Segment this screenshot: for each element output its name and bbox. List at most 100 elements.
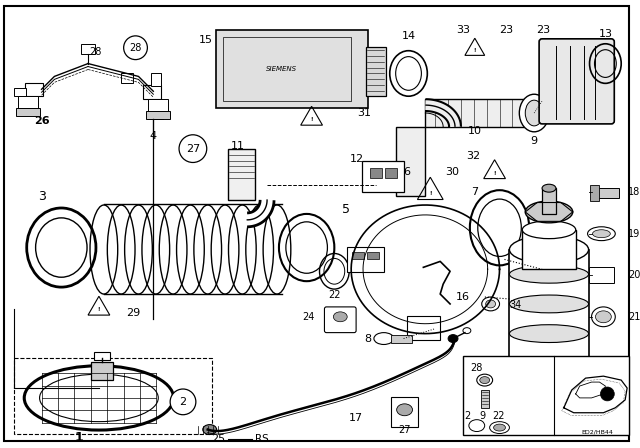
Text: 20: 20	[628, 270, 640, 280]
Ellipse shape	[509, 236, 589, 263]
Ellipse shape	[591, 307, 615, 327]
Text: 21: 21	[628, 312, 640, 322]
Text: 11: 11	[230, 141, 244, 151]
Bar	[481, 390, 489, 408]
Bar	[522, 230, 576, 269]
FancyBboxPatch shape	[406, 316, 440, 340]
Ellipse shape	[490, 422, 509, 434]
Ellipse shape	[397, 404, 413, 416]
Ellipse shape	[525, 100, 543, 126]
Ellipse shape	[522, 221, 576, 239]
Text: !: !	[98, 307, 100, 312]
Text: SIEMENS: SIEMENS	[266, 66, 298, 73]
Ellipse shape	[480, 377, 490, 383]
Text: 34: 34	[509, 300, 522, 310]
Text: 33: 33	[456, 25, 470, 35]
Text: 27: 27	[186, 144, 200, 154]
FancyBboxPatch shape	[391, 397, 419, 426]
Bar	[151, 73, 161, 86]
Text: 24: 24	[302, 312, 314, 322]
Bar	[509, 250, 589, 363]
Text: 7: 7	[471, 187, 478, 197]
Ellipse shape	[525, 201, 573, 223]
Text: 19: 19	[628, 228, 640, 239]
Text: 22: 22	[492, 411, 505, 421]
Ellipse shape	[482, 297, 500, 311]
Text: 17: 17	[349, 413, 363, 423]
Ellipse shape	[593, 230, 611, 237]
Text: !: !	[310, 117, 313, 122]
Text: RS: RS	[255, 435, 269, 444]
Text: 9: 9	[479, 411, 486, 421]
Bar	[147, 111, 170, 119]
Text: 29: 29	[127, 308, 141, 318]
Text: 12: 12	[350, 154, 364, 164]
Text: 8: 8	[364, 334, 371, 344]
FancyBboxPatch shape	[348, 246, 384, 272]
Bar	[94, 353, 110, 360]
Bar	[18, 96, 38, 108]
Text: !: !	[429, 191, 431, 196]
Text: 30: 30	[445, 168, 459, 177]
Ellipse shape	[469, 420, 484, 431]
Text: !: !	[474, 48, 476, 53]
Text: 10: 10	[468, 126, 482, 136]
Ellipse shape	[333, 312, 348, 322]
Text: 25: 25	[211, 435, 225, 444]
Ellipse shape	[509, 345, 589, 375]
Text: 27: 27	[398, 425, 411, 435]
Ellipse shape	[509, 295, 589, 313]
Text: 6: 6	[403, 168, 410, 177]
Bar	[14, 358, 212, 434]
FancyBboxPatch shape	[539, 39, 614, 124]
Ellipse shape	[493, 424, 506, 431]
Bar	[391, 335, 413, 343]
Bar	[591, 188, 620, 198]
Text: 15: 15	[198, 35, 212, 45]
Text: 23: 23	[500, 25, 514, 35]
FancyBboxPatch shape	[216, 30, 368, 108]
Bar	[542, 188, 556, 214]
FancyBboxPatch shape	[324, 307, 356, 332]
Text: 31: 31	[357, 108, 371, 118]
Text: 14: 14	[401, 31, 415, 41]
Circle shape	[170, 389, 196, 415]
Bar	[14, 88, 26, 96]
Circle shape	[179, 135, 207, 163]
Text: 2: 2	[464, 411, 470, 421]
Text: 13: 13	[598, 29, 612, 39]
Bar	[81, 44, 95, 54]
Text: 4: 4	[150, 131, 157, 141]
Ellipse shape	[486, 300, 495, 308]
Bar	[463, 356, 629, 435]
Bar	[148, 99, 168, 111]
Text: 26: 26	[34, 116, 49, 126]
Ellipse shape	[588, 227, 615, 241]
Text: 28: 28	[129, 43, 141, 53]
Ellipse shape	[509, 325, 589, 343]
Text: 16: 16	[456, 292, 470, 302]
Bar	[396, 127, 426, 196]
Bar	[426, 99, 524, 127]
Ellipse shape	[203, 425, 216, 435]
FancyBboxPatch shape	[589, 267, 614, 283]
Text: 9: 9	[531, 136, 538, 146]
Ellipse shape	[477, 374, 493, 386]
Text: 23: 23	[536, 25, 550, 35]
Bar	[223, 37, 351, 101]
Bar	[352, 251, 364, 259]
Circle shape	[600, 387, 614, 401]
Text: 22: 22	[328, 290, 340, 300]
Circle shape	[124, 36, 147, 60]
Bar	[121, 73, 132, 83]
Bar	[91, 362, 113, 380]
Text: 5: 5	[342, 203, 350, 216]
Bar	[227, 149, 255, 200]
Bar	[367, 251, 379, 259]
Bar	[366, 47, 386, 96]
FancyBboxPatch shape	[362, 160, 404, 192]
Ellipse shape	[519, 94, 549, 132]
Ellipse shape	[595, 311, 611, 323]
Text: 32: 32	[467, 151, 481, 160]
Bar	[143, 85, 161, 99]
